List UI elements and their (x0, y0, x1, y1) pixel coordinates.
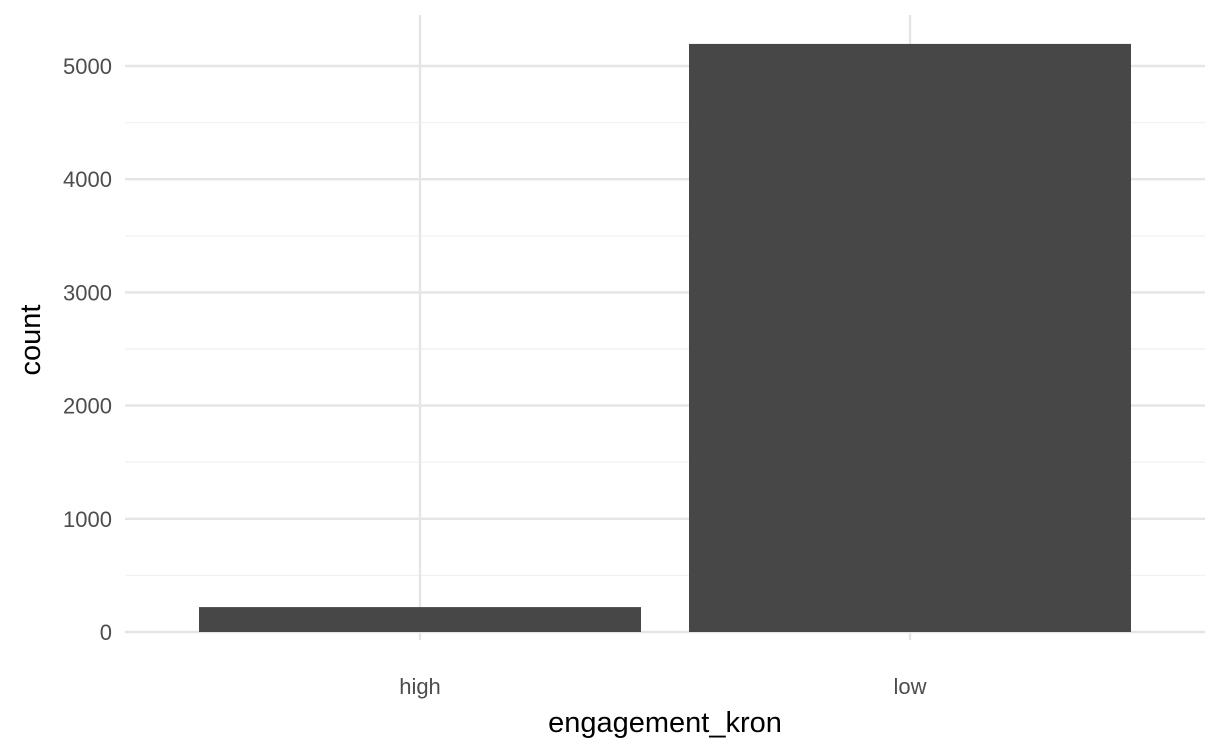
y-tick-label: 0 (100, 620, 112, 645)
y-tick-label: 4000 (63, 167, 112, 192)
x-tick-label: low (893, 674, 926, 699)
bars (199, 43, 1131, 632)
y-tick-label: 3000 (63, 280, 112, 305)
x-axis-title: engagement_kron (548, 707, 782, 739)
y-tick-labels: 0 1000 2000 3000 4000 5000 (63, 54, 112, 645)
y-tick-label: 2000 (63, 394, 112, 419)
y-tick-label: 5000 (63, 54, 112, 79)
y-tick-label: 1000 (63, 507, 112, 532)
x-tick-labels: high low (399, 674, 926, 699)
x-tick-label: high (399, 674, 441, 699)
y-axis-title: count (15, 305, 47, 376)
bar-low (689, 43, 1131, 632)
bar-high (199, 607, 641, 632)
